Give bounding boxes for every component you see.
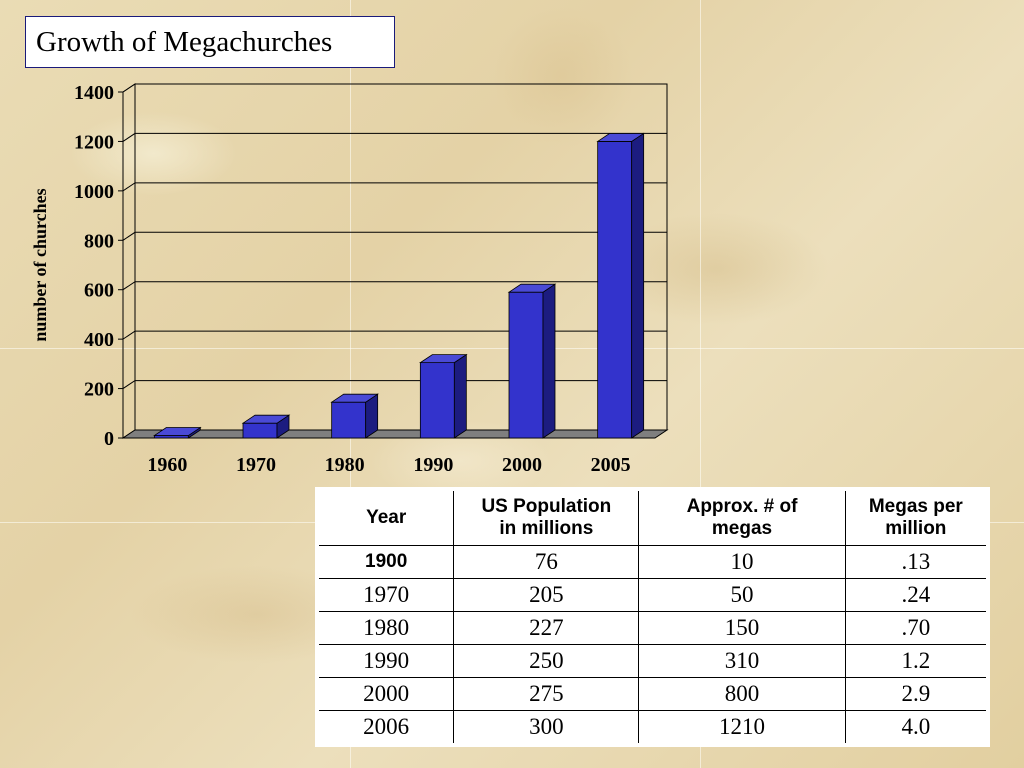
y-tick-label: 600 bbox=[84, 280, 114, 302]
x-tick-label: 1970 bbox=[236, 454, 276, 476]
y-tick-label: 1400 bbox=[74, 82, 114, 104]
bar-top-1960 bbox=[153, 427, 202, 436]
gridline bbox=[122, 83, 667, 93]
table-header-row: Year US Population in millions Approx. # … bbox=[316, 488, 989, 546]
gridline bbox=[122, 380, 667, 389]
chart-axes bbox=[118, 91, 669, 439]
table-cell: 76 bbox=[453, 545, 640, 579]
table-cell: 310 bbox=[638, 643, 846, 678]
table-header-population: US Population in millions bbox=[453, 488, 640, 546]
table-row: 1970 205 50 .24 bbox=[316, 577, 989, 612]
background-seam bbox=[700, 0, 701, 768]
table-cell: .13 bbox=[844, 545, 989, 579]
bar-2000 bbox=[508, 291, 544, 439]
table-cell: 2.9 bbox=[844, 676, 989, 711]
bar-1990 bbox=[419, 362, 455, 439]
table-cell: 800 bbox=[638, 676, 846, 711]
gridline bbox=[122, 281, 667, 291]
table-cell: 10 bbox=[638, 545, 846, 579]
bar-side-2005 bbox=[631, 132, 645, 439]
table-cell: 227 bbox=[453, 610, 640, 645]
table-row: 1980 227 150 .70 bbox=[316, 610, 989, 645]
y-tick-label: 200 bbox=[84, 379, 114, 401]
table-cell: 1210 bbox=[638, 709, 846, 746]
chart-grid bbox=[122, 83, 668, 439]
y-tick-label: 0 bbox=[104, 428, 114, 450]
bar-top-2005 bbox=[596, 133, 645, 142]
table-cell: 150 bbox=[638, 610, 846, 645]
y-tick-label: 800 bbox=[84, 230, 114, 252]
table-cell: 2006 bbox=[316, 709, 455, 746]
table-row: 1990 250 310 1.2 bbox=[316, 643, 989, 678]
y-tick-label: 400 bbox=[84, 329, 114, 351]
bar-top-1990 bbox=[419, 354, 468, 364]
header-line: in millions bbox=[499, 518, 594, 539]
y-axis-title: number of churches bbox=[30, 188, 50, 341]
bar-2005 bbox=[597, 141, 633, 439]
gridline bbox=[122, 231, 667, 241]
table-cell: 1970 bbox=[316, 577, 455, 612]
table-row: 2006 300 1210 4.0 bbox=[316, 709, 989, 746]
x-tick-label: 1980 bbox=[325, 454, 365, 476]
chart-labels: 0 200 400 600 800 1000 1200 1400 number of churc… bbox=[30, 82, 631, 476]
gridline bbox=[122, 132, 667, 142]
y-tick-label: 1000 bbox=[74, 181, 114, 203]
bar-side-1990 bbox=[453, 353, 467, 439]
gridline bbox=[122, 330, 667, 340]
table-header-megas: Approx. # of megas bbox=[638, 488, 846, 546]
megachurch-table: Year US Population in millions Approx. # … bbox=[315, 487, 990, 747]
plot-back-wall bbox=[134, 83, 668, 431]
x-tick-label: 1990 bbox=[413, 454, 453, 476]
table-cell: 250 bbox=[453, 643, 640, 678]
table-cell: 275 bbox=[453, 676, 640, 711]
bar-1970 bbox=[242, 422, 278, 439]
table-cell: 1.2 bbox=[844, 643, 989, 678]
table-cell: 50 bbox=[638, 577, 846, 612]
table-cell: 205 bbox=[453, 577, 640, 612]
table-row: 1900 76 10 .13 bbox=[316, 545, 989, 579]
header-line: million bbox=[885, 518, 947, 539]
header-line: US Population bbox=[481, 496, 612, 517]
chart-bars bbox=[153, 132, 645, 439]
table-cell: 4.0 bbox=[844, 709, 989, 746]
plot-floor bbox=[121, 429, 669, 439]
header-line: Megas per bbox=[868, 496, 963, 517]
gridline bbox=[122, 182, 667, 192]
slide-title-text: Growth of Megachurches bbox=[36, 25, 333, 58]
table-cell: 300 bbox=[453, 709, 640, 746]
table-cell: 1990 bbox=[316, 643, 455, 678]
table-row: 2000 275 800 2.9 bbox=[316, 676, 989, 711]
header-line: megas bbox=[711, 518, 773, 539]
table-header-year: Year bbox=[316, 488, 455, 546]
bar-top-1970 bbox=[241, 414, 291, 424]
x-tick-label: 2005 bbox=[591, 454, 631, 476]
table-cell: 1900 bbox=[316, 545, 455, 579]
table-cell: .70 bbox=[844, 610, 989, 645]
table-cell: 2000 bbox=[316, 676, 455, 711]
table-cell: .24 bbox=[844, 577, 989, 612]
header-line: Approx. # of bbox=[686, 496, 798, 517]
header-line: Year bbox=[366, 507, 407, 528]
background-seam bbox=[350, 0, 351, 768]
table-cell: 1980 bbox=[316, 610, 455, 645]
bar-top-1980 bbox=[330, 393, 379, 403]
x-tick-label: 1960 bbox=[147, 454, 187, 476]
y-tick-label: 1200 bbox=[74, 131, 114, 153]
bar-side-2000 bbox=[542, 283, 556, 439]
slide-title: Growth of Megachurches bbox=[25, 16, 395, 68]
bar-1980 bbox=[331, 401, 367, 439]
bar-top-2000 bbox=[507, 283, 557, 293]
x-tick-label: 2000 bbox=[502, 454, 542, 476]
table-header-per-million: Megas per million bbox=[844, 488, 989, 546]
